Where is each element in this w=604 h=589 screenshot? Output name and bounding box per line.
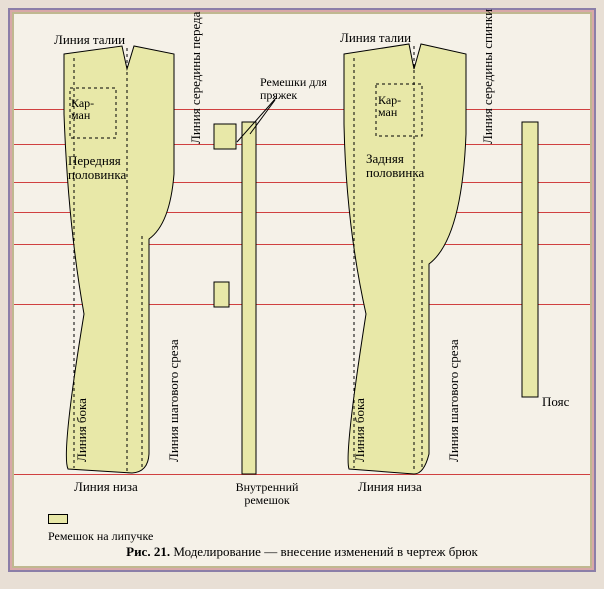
label-front-half: Передняя половинка xyxy=(68,154,158,183)
belt-piece xyxy=(522,122,538,397)
label-belt: Пояс xyxy=(542,394,569,410)
label-straps: Ремешки для пряжек xyxy=(260,76,340,102)
strap-1 xyxy=(214,124,236,149)
caption-bold: Рис. 21. xyxy=(126,544,170,559)
leader xyxy=(250,100,275,134)
diagram-canvas: Линия талии Линия талии Кар-ман Кар-ман … xyxy=(14,14,590,566)
label-center-back: Линия середины спинки xyxy=(480,9,496,144)
legend-text: Ремешок на липучке xyxy=(48,529,153,544)
label-hem-front: Линия низа xyxy=(74,479,138,495)
label-waist-back: Линия талии xyxy=(340,30,411,46)
label-center-front: Линия середины переда xyxy=(188,12,204,144)
inner-strap-piece xyxy=(242,122,256,474)
caption-rest: Моделирование — внесение изменений в чер… xyxy=(170,544,478,559)
legend-swatch xyxy=(48,514,68,524)
label-pocket-front: Кар-ман xyxy=(71,97,111,121)
label-side-back: Линия бока xyxy=(352,398,368,462)
label-hem-back: Линия низа xyxy=(358,479,422,495)
label-side-front: Линия бока xyxy=(74,398,90,462)
label-inseam-front: Линия шагового среза xyxy=(166,339,182,462)
label-pocket-back: Кар-ман xyxy=(378,94,418,118)
strap-2 xyxy=(214,282,229,307)
figure-caption: Рис. 21. Моделирование — внесение измене… xyxy=(14,544,590,560)
label-back-half: Задняя половинка xyxy=(366,152,456,181)
label-inner-strap: Внутренний ремешок xyxy=(222,481,312,507)
diagram-frame: Линия талии Линия талии Кар-ман Кар-ман … xyxy=(8,8,596,572)
label-waist-front: Линия талии xyxy=(54,32,125,48)
label-inseam-back: Линия шагового среза xyxy=(446,339,462,462)
